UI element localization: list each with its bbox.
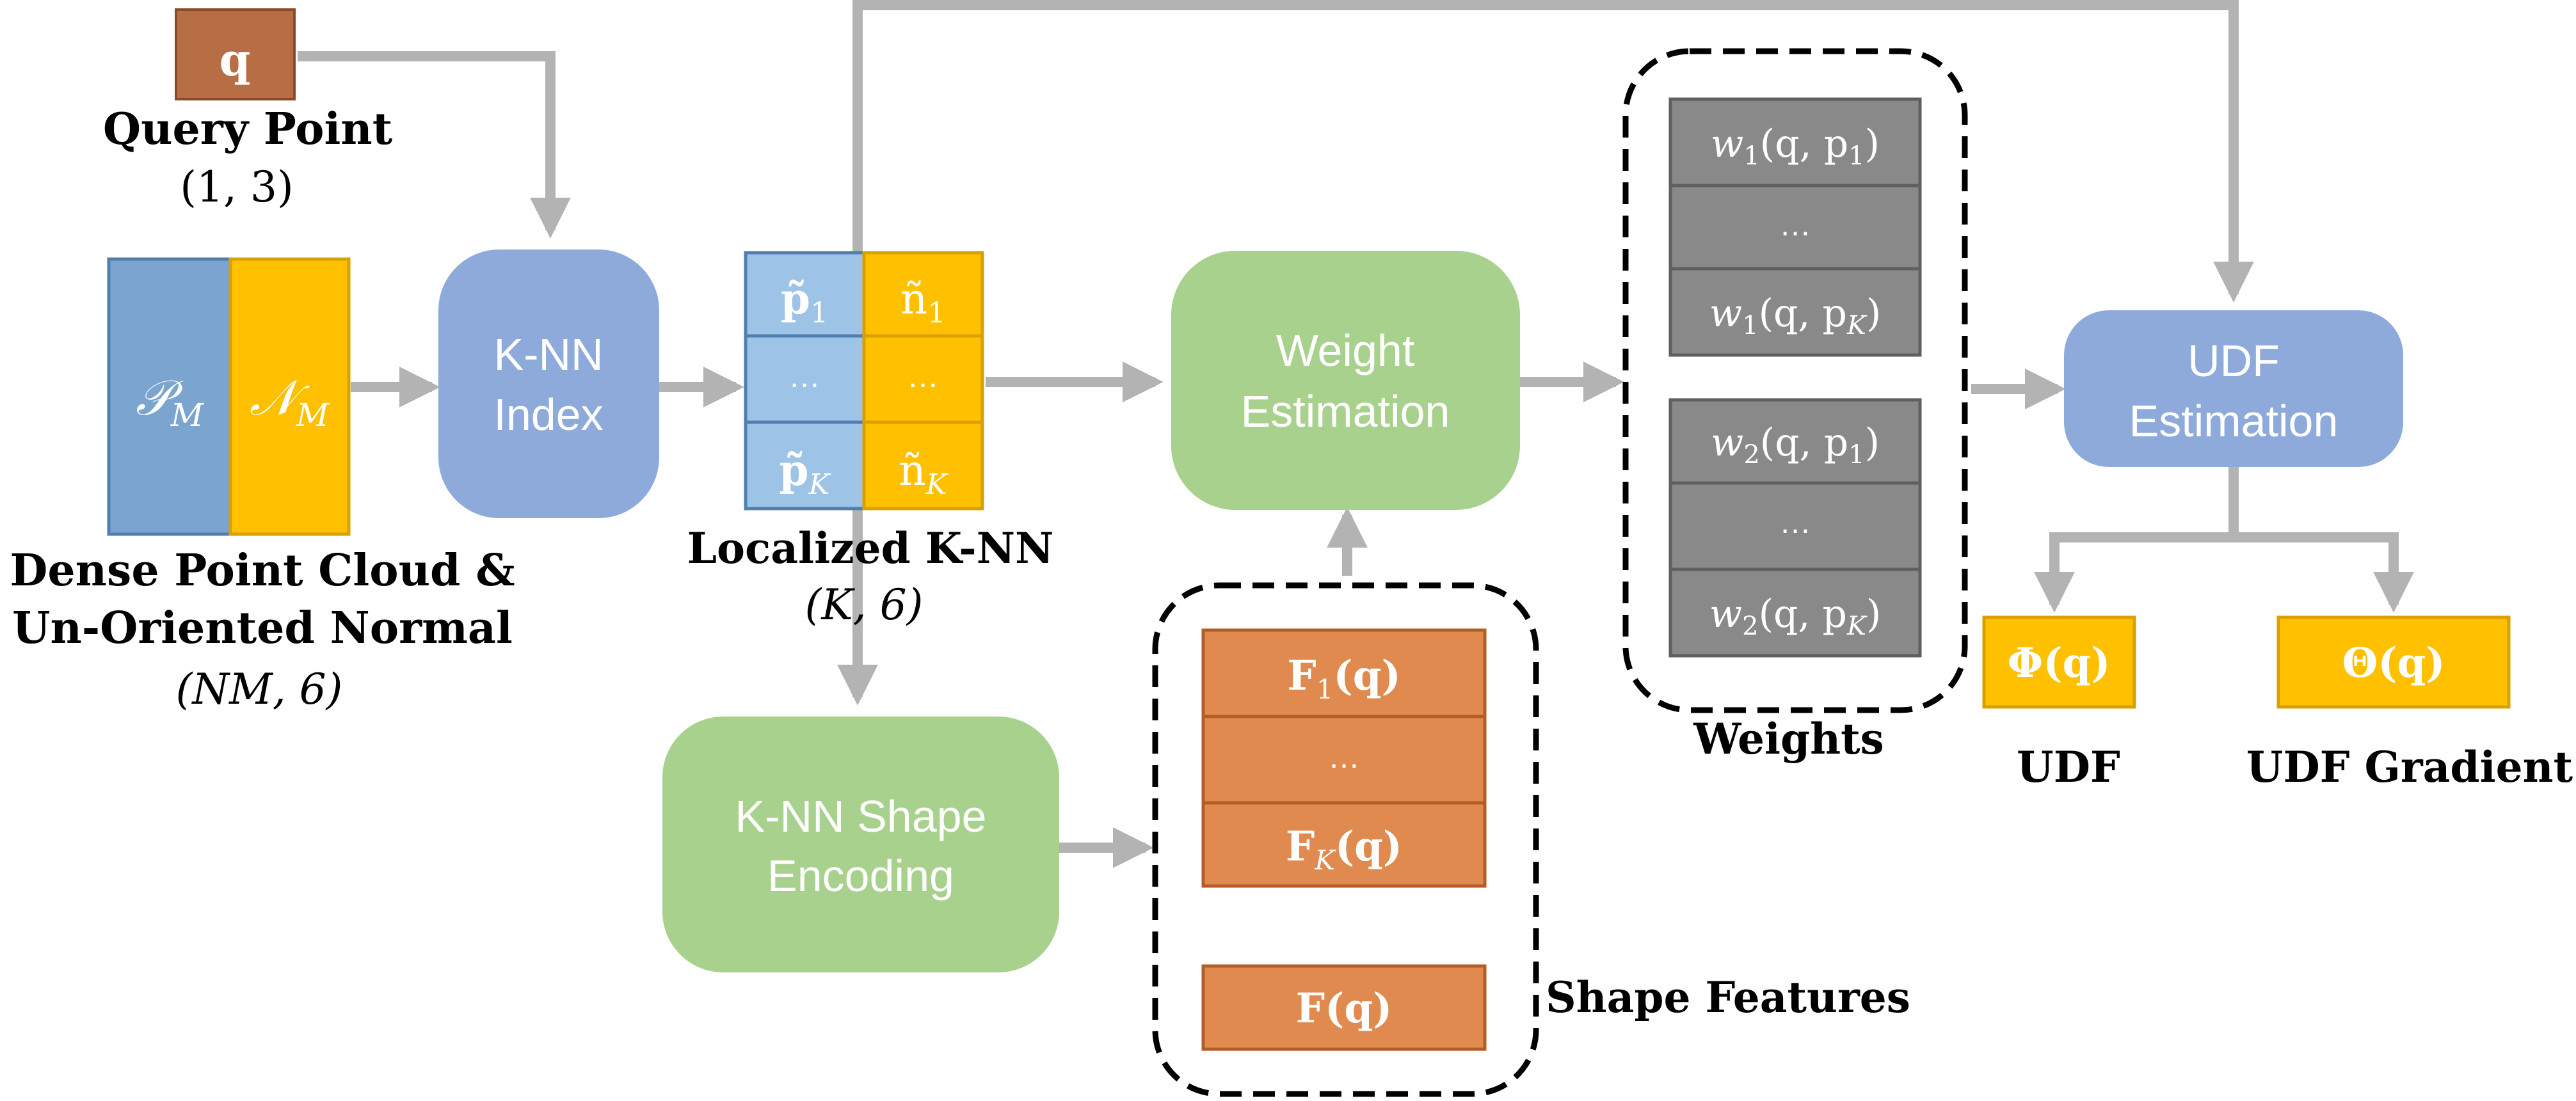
- point-cloud-caption-1: Dense Point Cloud &: [10, 545, 515, 596]
- point-cloud: 𝒫M 𝒩M Dense Point Cloud & Un-Oriented No…: [10, 257, 515, 714]
- udf-estimation-line2: Estimation: [2129, 396, 2339, 446]
- shape-features-caption: Shape Features: [1546, 972, 1910, 1022]
- grad-output-caption: UDF Gradient: [2246, 742, 2573, 792]
- weight-g2-top: w2(q, p1): [1711, 420, 1880, 470]
- grad-output-box: [2276, 615, 2511, 709]
- feature-f1: F1(q): [1287, 652, 1400, 705]
- weight-estimation-box: [1171, 251, 1520, 510]
- weight-g1-top: w1(q, p1): [1711, 122, 1880, 171]
- localized-p-ellipsis: …: [788, 358, 820, 394]
- feature-f-cell: [1201, 964, 1487, 1051]
- normals-column: [228, 257, 351, 536]
- udf-estimation-box: [2064, 310, 2403, 467]
- feature-f1-cell: [1201, 628, 1487, 718]
- points-symbol: 𝒫M: [136, 369, 205, 434]
- feature-ellipsis: …: [1328, 739, 1360, 775]
- weight-g2-top-cell: [1668, 398, 1922, 485]
- query-box-label: q: [220, 33, 251, 86]
- arrow-query-to-knn: [298, 51, 571, 239]
- feature-fk: FK(q): [1286, 823, 1402, 876]
- feature-fk-cell: [1201, 801, 1487, 888]
- localized-n1: ñ1: [900, 274, 946, 329]
- weights: w1(q, p1) … w1(q, pK) w2(q, p1) … w2(q, …: [1622, 48, 1968, 764]
- weight-g2-bottom-cell: [1668, 567, 1922, 658]
- localized-n-ellipsis: …: [907, 358, 939, 394]
- weight-g2-ellipsis: …: [1779, 504, 1811, 540]
- weight-estimation: Weight Estimation: [1171, 251, 1520, 510]
- localized-nk-cell: [862, 420, 984, 511]
- knn-index: K-NN Index: [438, 250, 659, 518]
- weight-g1-bottom: w1(q, pK): [1709, 291, 1882, 340]
- weight-g2-ellipsis-cell: [1668, 481, 1922, 571]
- weight-g1-top-cell: [1668, 97, 1922, 187]
- shape-features: F1(q) … FK(q) F(q) Shape Features: [1152, 582, 1910, 1097]
- knn-index-box: [438, 250, 659, 518]
- localized-pk: p̃K: [779, 445, 831, 501]
- udf-output-caption: UDF: [2017, 742, 2120, 792]
- arrow-top-loop-to-udf: [852, 0, 2254, 303]
- shape-features-frame: [1152, 582, 1539, 1097]
- weights-frame: [1622, 48, 1968, 713]
- arrow-udf-to-theta: [2234, 532, 2414, 613]
- localized-knn: p̃1 … p̃K ñ1 … ñK Localized K-NN (K, 6): [687, 251, 1054, 630]
- shape-encoding-box: [662, 717, 1059, 972]
- feature-f: F(q): [1296, 985, 1393, 1033]
- point-cloud-shape: (NM, 6): [176, 665, 343, 714]
- udf-estimation-line1: UDF: [2188, 336, 2280, 386]
- weights-caption: Weights: [1693, 714, 1884, 764]
- shape-encoding-line1: K-NN Shape: [735, 791, 987, 841]
- udf-output-box: [1982, 615, 2136, 709]
- shape-encoding-line2: Encoding: [767, 851, 954, 901]
- query-point: q Query Point (1, 3): [103, 8, 393, 212]
- knn-shape-encoding: K-NN Shape Encoding: [662, 717, 1059, 972]
- query-title: Query Point: [103, 104, 393, 155]
- udf-output-symbol: Φ(q): [2007, 639, 2110, 687]
- normals-symbol: 𝒩M: [250, 369, 330, 434]
- weight-estimation-line1: Weight: [1276, 326, 1415, 376]
- grad-output-symbol: Θ(q): [2342, 639, 2445, 687]
- localized-nk: ñK: [899, 446, 948, 501]
- query-shape: (1, 3): [180, 162, 293, 212]
- udf-estimation: UDF Estimation: [2064, 310, 2403, 467]
- localized-caption: Localized K-NN: [687, 523, 1054, 573]
- localized-p1: p̃1: [781, 274, 828, 329]
- knn-index-line1: K-NN: [493, 329, 603, 379]
- localized-pk-cell: [744, 420, 866, 511]
- arrow-udf-to-phi: [2034, 532, 2234, 613]
- weight-g1-ellipsis-cell: [1668, 184, 1922, 271]
- point-cloud-caption-2: Un-Oriented Normal: [12, 603, 513, 654]
- feature-ellipsis-cell: [1201, 715, 1487, 805]
- weight-g1-bottom-cell: [1668, 267, 1922, 357]
- localized-p-ellipsis-cell: [744, 334, 866, 424]
- weight-g1-ellipsis: …: [1779, 207, 1811, 242]
- points-column: [107, 257, 232, 536]
- localized-shape: (K, 6): [805, 580, 924, 630]
- query-box: [175, 8, 296, 100]
- weight-estimation-line2: Estimation: [1241, 386, 1450, 436]
- outputs: Φ(q) UDF Θ(q) UDF Gradient: [1982, 615, 2573, 792]
- weight-g2-bottom: w2(q, pK): [1709, 592, 1882, 641]
- knn-index-line2: Index: [493, 390, 603, 440]
- localized-n-ellipsis-cell: [862, 334, 984, 424]
